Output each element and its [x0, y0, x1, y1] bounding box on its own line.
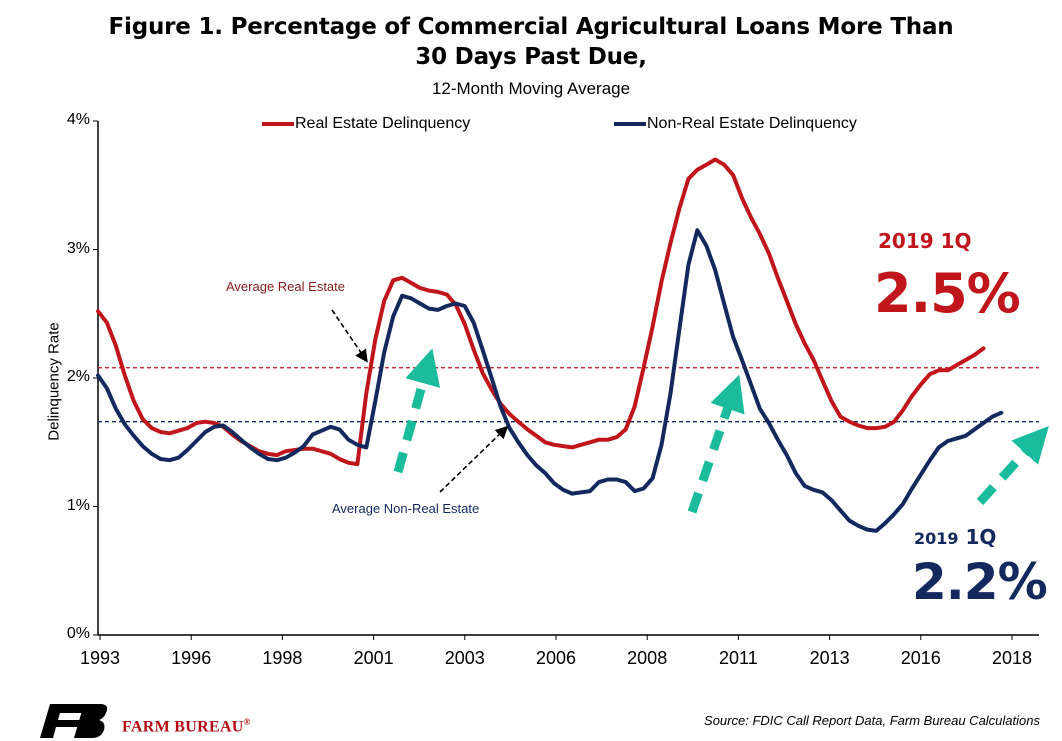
- x-tick-label: 1996: [171, 648, 212, 668]
- logo-f-shape: [40, 704, 92, 738]
- nre-callout-value: 2.2%: [912, 553, 1048, 611]
- series-line-non-real-estate: [96, 228, 1004, 533]
- x-tick-label: 2011: [719, 648, 758, 668]
- x-tick-label: 2006: [535, 648, 577, 668]
- source-note: Source: FDIC Call Report Data, Farm Bure…: [704, 713, 1040, 728]
- chart-title-line-1: Figure 1. Percentage of Commercial Agric…: [108, 14, 954, 40]
- legend-label-non-real-estate: Non-Real Estate Delinquency: [647, 115, 857, 132]
- y-tick-label: 0%: [66, 625, 90, 642]
- x-tick-label: 2001: [353, 648, 394, 668]
- x-tick-label: 2013: [809, 648, 850, 668]
- x-tick-label: 2016: [900, 648, 941, 668]
- trend-arrow-2002: [393, 348, 441, 474]
- brand-name: FARM BUREAU®: [122, 717, 251, 736]
- y-tick-label: 3%: [66, 239, 90, 257]
- x-tick-label: 2003: [444, 648, 485, 668]
- re-callout-period: 2019 1Q: [878, 229, 972, 253]
- chart-title-line-2: 30 Days Past Due,: [415, 44, 647, 70]
- pointer-avg-real-estate: [331, 309, 368, 363]
- brand-registered-mark: ®: [243, 717, 251, 727]
- nre-callout-period: 2019 1Q: [914, 525, 996, 549]
- pointer-avg-non-real-estate: [439, 425, 509, 493]
- avg-non-real-estate-label: Average Non-Real Estate: [332, 501, 480, 516]
- avg-real-estate-label: Average Real Estate: [226, 279, 345, 294]
- re-callout-value: 2.5%: [874, 262, 1021, 325]
- legend-label-real-estate: Real Estate Delinquency: [295, 115, 471, 132]
- trend-arrow-2010: [687, 374, 745, 514]
- chart-axes: [93, 120, 1039, 640]
- reference-lines: [98, 367, 1039, 423]
- logo-b-shape: [74, 704, 108, 738]
- y-axis-label: Delinquency Rate: [45, 322, 63, 441]
- chart-series: [96, 157, 1004, 533]
- y-tick-label: 1%: [66, 496, 90, 514]
- brand-name-text: FARM BUREAU: [122, 718, 244, 736]
- x-tick-label: 2018: [991, 648, 1033, 668]
- chart-subtitle: 12-Month Moving Average: [431, 79, 631, 98]
- farm-bureau-logo: [40, 704, 108, 738]
- x-tick-label: 1993: [79, 648, 121, 668]
- x-tick-label: 1998: [262, 648, 303, 668]
- nre-callout-year: 2019: [914, 529, 959, 548]
- annotation-arrows: [331, 309, 1049, 514]
- series-line-real-estate: [96, 157, 986, 467]
- y-tick-label: 4%: [66, 111, 90, 128]
- y-tick-label: 2%: [66, 368, 90, 385]
- x-tick-label: 2008: [627, 648, 668, 668]
- nre-callout-quarter: 1Q: [965, 525, 997, 549]
- trend-arrow-2019: [976, 425, 1049, 506]
